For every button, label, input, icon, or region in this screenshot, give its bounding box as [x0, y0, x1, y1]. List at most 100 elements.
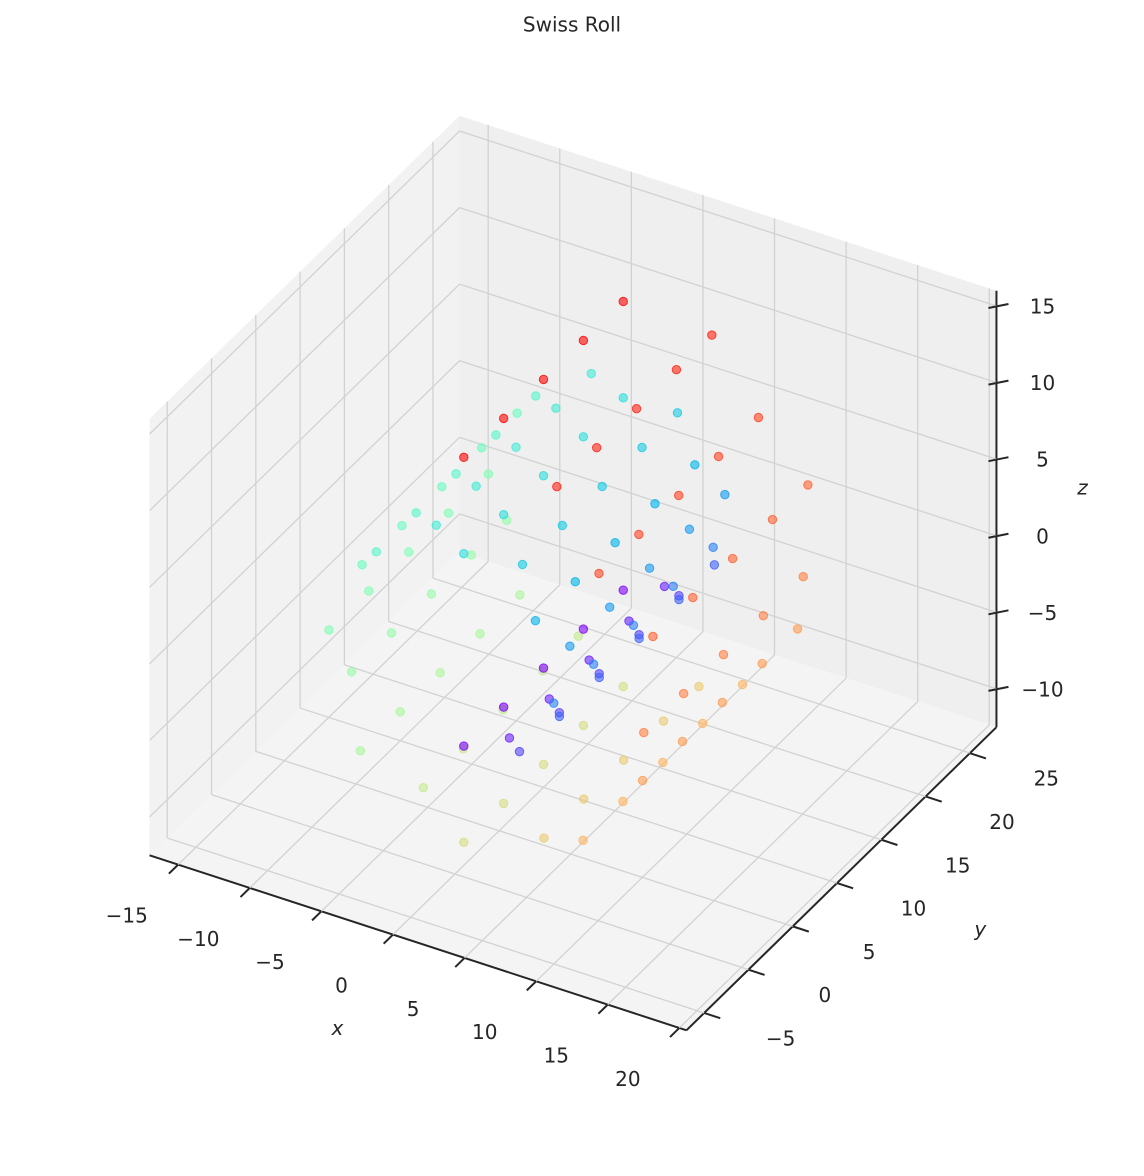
point [694, 681, 704, 692]
point [426, 589, 437, 599]
point [437, 482, 447, 492]
point [538, 471, 549, 481]
tick-mark [988, 532, 1009, 539]
point [713, 451, 724, 462]
grid-line [535, 677, 847, 982]
point [671, 365, 682, 375]
point [459, 741, 469, 751]
point [690, 460, 700, 470]
pane [459, 115, 997, 728]
x-tick-label: −5 [255, 950, 284, 974]
point [552, 481, 562, 492]
point [644, 563, 655, 573]
point [443, 508, 454, 518]
z-tick-label: −5 [1028, 601, 1057, 625]
point [491, 430, 501, 440]
x-tick-label: −15 [106, 904, 148, 928]
point [672, 408, 683, 418]
point [658, 716, 669, 726]
point [618, 393, 628, 403]
tick-mark [792, 925, 810, 933]
point [538, 759, 549, 770]
point [677, 736, 688, 747]
point [707, 330, 717, 340]
z-tick-label: 5 [1036, 448, 1049, 472]
point [767, 514, 778, 525]
z-tick-label: 15 [1030, 295, 1055, 319]
grid-line [459, 283, 997, 460]
point [418, 783, 429, 793]
point [386, 628, 397, 638]
y-axis [685, 726, 998, 1031]
point [411, 508, 421, 518]
tick-mark [748, 968, 765, 976]
point [758, 610, 769, 621]
chart-title: Swiss Roll [523, 13, 621, 37]
point [757, 658, 767, 669]
point [357, 559, 367, 570]
point [371, 547, 382, 557]
point [435, 668, 445, 678]
point [403, 547, 414, 557]
point [618, 796, 628, 807]
point [628, 620, 639, 630]
point [659, 581, 670, 592]
point [355, 746, 366, 756]
point [697, 718, 708, 729]
point [451, 469, 461, 479]
grid-line [459, 436, 997, 613]
pane [149, 552, 997, 1031]
point [578, 432, 589, 442]
y-tick-label: 15 [945, 853, 970, 877]
point [631, 403, 642, 414]
grid-line [149, 513, 460, 818]
point [639, 727, 649, 738]
y-tick-label: −5 [766, 1026, 795, 1050]
tick-mark [311, 910, 323, 922]
point [678, 688, 689, 699]
point [483, 469, 494, 479]
point [737, 679, 748, 690]
point [498, 702, 509, 712]
x-tick-label: 5 [407, 997, 420, 1021]
point [720, 489, 730, 500]
grid-line [320, 607, 632, 912]
grid-line [149, 207, 460, 512]
point [538, 663, 549, 673]
grid-line [149, 436, 460, 741]
grid-line [149, 283, 460, 588]
point [674, 594, 684, 605]
y-tick-label: 5 [863, 940, 876, 964]
tick-mark [454, 957, 466, 968]
point [708, 542, 718, 553]
point [459, 837, 469, 848]
tick-mark [988, 303, 1009, 310]
point [594, 672, 604, 683]
y-tick-label: 10 [901, 897, 926, 921]
point [573, 631, 584, 641]
grid-line [459, 360, 997, 537]
point [597, 481, 607, 492]
point [364, 586, 374, 596]
x-tick-label: 20 [615, 1067, 640, 1091]
point [634, 633, 644, 644]
point [605, 602, 615, 612]
tick-mark [836, 882, 854, 890]
point [324, 625, 334, 635]
point [717, 697, 728, 708]
tick-mark [703, 1012, 721, 1020]
point [798, 571, 808, 582]
point [514, 746, 525, 757]
point [709, 560, 720, 570]
tick-mark [988, 609, 1009, 616]
point [512, 408, 522, 418]
point [718, 649, 729, 660]
point [538, 374, 549, 385]
point [557, 520, 568, 531]
x-tick-label: 15 [544, 1044, 569, 1068]
point [459, 548, 469, 559]
point [688, 592, 698, 603]
point [530, 615, 541, 626]
grid-line [344, 664, 882, 841]
grid-line [459, 130, 997, 307]
